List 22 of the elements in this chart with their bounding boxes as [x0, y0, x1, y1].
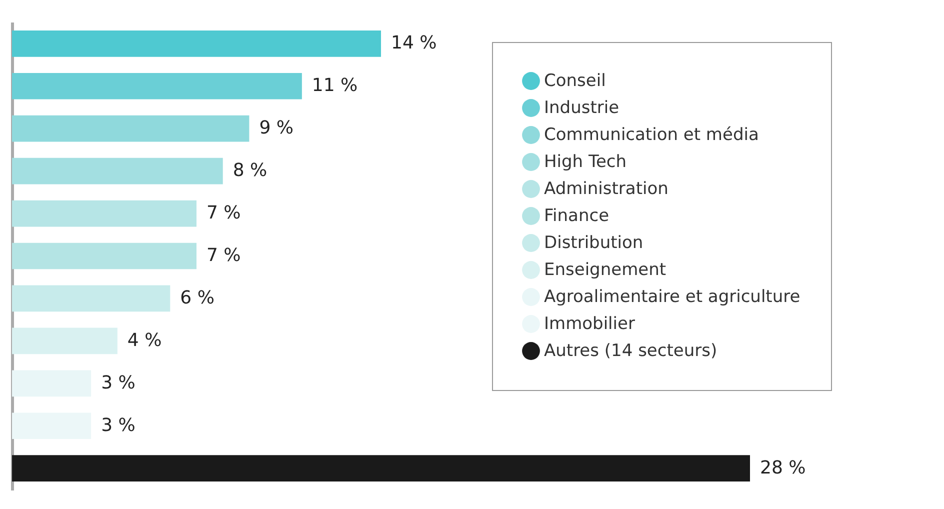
legend-label: Distribution	[544, 233, 644, 253]
data-label: 11 %	[312, 75, 358, 96]
legend-label: Industrie	[544, 98, 620, 118]
data-label: 7 %	[206, 202, 241, 224]
legend-label: Autres (14 secteurs)	[544, 341, 718, 361]
legend-label: Enseignement	[544, 260, 666, 280]
legend-label: Communication et média	[544, 125, 759, 145]
legend-label: Administration	[544, 179, 668, 199]
data-label: 3 %	[101, 414, 136, 436]
data-label: 3 %	[101, 372, 136, 394]
legend-label: Conseil	[544, 71, 606, 91]
data-label: 4 %	[127, 330, 162, 351]
data-label: 8 %	[232, 160, 268, 182]
data-label: 7 %	[206, 245, 241, 266]
data-label: 9 %	[259, 118, 294, 139]
data-label: 14 %	[391, 32, 437, 54]
legend-label: Immobilier	[544, 314, 635, 334]
legend-label: High Tech	[544, 152, 627, 172]
legend-label: Agroalimentaire et agriculture	[544, 287, 800, 307]
data-label: 6 %	[180, 287, 214, 308]
legend-label: Finance	[544, 206, 610, 226]
data-label: 28 %	[760, 457, 806, 478]
